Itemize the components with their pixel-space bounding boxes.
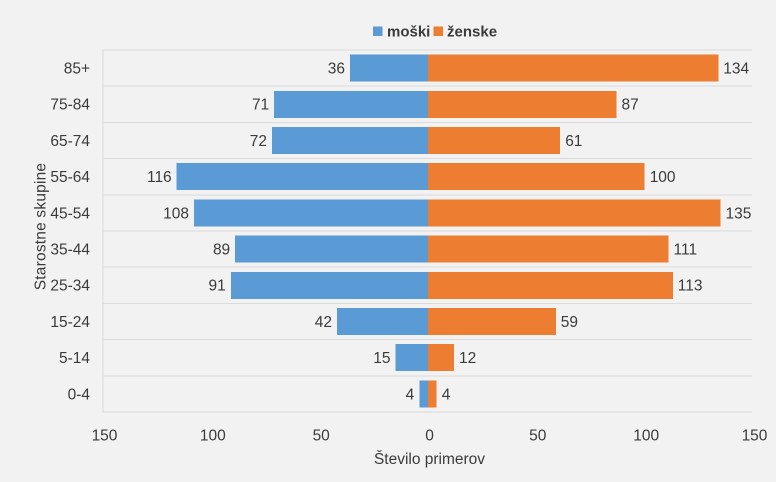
- svg-text:59: 59: [561, 314, 578, 331]
- svg-text:75-84: 75-84: [50, 97, 90, 114]
- svg-text:4: 4: [442, 386, 451, 403]
- svg-text:4: 4: [406, 386, 415, 403]
- svg-text:108: 108: [163, 205, 189, 222]
- svg-text:134: 134: [723, 61, 749, 78]
- svg-text:113: 113: [678, 278, 703, 295]
- svg-text:150: 150: [92, 428, 118, 445]
- svg-text:111: 111: [674, 242, 698, 259]
- svg-text:89: 89: [213, 242, 230, 259]
- svg-text:61: 61: [565, 133, 582, 150]
- svg-text:50: 50: [529, 428, 547, 445]
- svg-text:91: 91: [209, 278, 226, 295]
- svg-text:Število primerov: Število primerov: [374, 451, 485, 468]
- svg-text:150: 150: [742, 428, 768, 445]
- svg-text:100: 100: [200, 428, 226, 445]
- svg-text:45-54: 45-54: [50, 205, 90, 222]
- svg-text:moški: moški: [387, 24, 430, 41]
- svg-text:0-4: 0-4: [68, 386, 91, 403]
- svg-text:0: 0: [425, 428, 434, 445]
- svg-text:55-64: 55-64: [50, 169, 90, 186]
- svg-text:15: 15: [373, 350, 390, 367]
- svg-text:12: 12: [459, 350, 476, 367]
- svg-text:100: 100: [633, 428, 659, 445]
- svg-text:35-44: 35-44: [50, 242, 90, 259]
- svg-text:42: 42: [315, 314, 332, 331]
- svg-text:65-74: 65-74: [50, 133, 90, 150]
- svg-text:36: 36: [328, 61, 345, 78]
- svg-text:25-34: 25-34: [50, 278, 90, 295]
- svg-text:87: 87: [622, 97, 639, 114]
- svg-text:71: 71: [252, 97, 269, 114]
- svg-text:85+: 85+: [64, 61, 90, 78]
- svg-text:ženske: ženske: [447, 24, 497, 41]
- svg-text:72: 72: [250, 133, 267, 150]
- svg-text:5-14: 5-14: [59, 350, 90, 367]
- svg-text:116: 116: [147, 169, 172, 186]
- svg-text:50: 50: [313, 428, 331, 445]
- svg-text:100: 100: [650, 169, 676, 186]
- svg-text:15-24: 15-24: [50, 314, 90, 331]
- svg-text:Starostne skupine: Starostne skupine: [33, 163, 50, 290]
- svg-text:135: 135: [726, 205, 752, 222]
